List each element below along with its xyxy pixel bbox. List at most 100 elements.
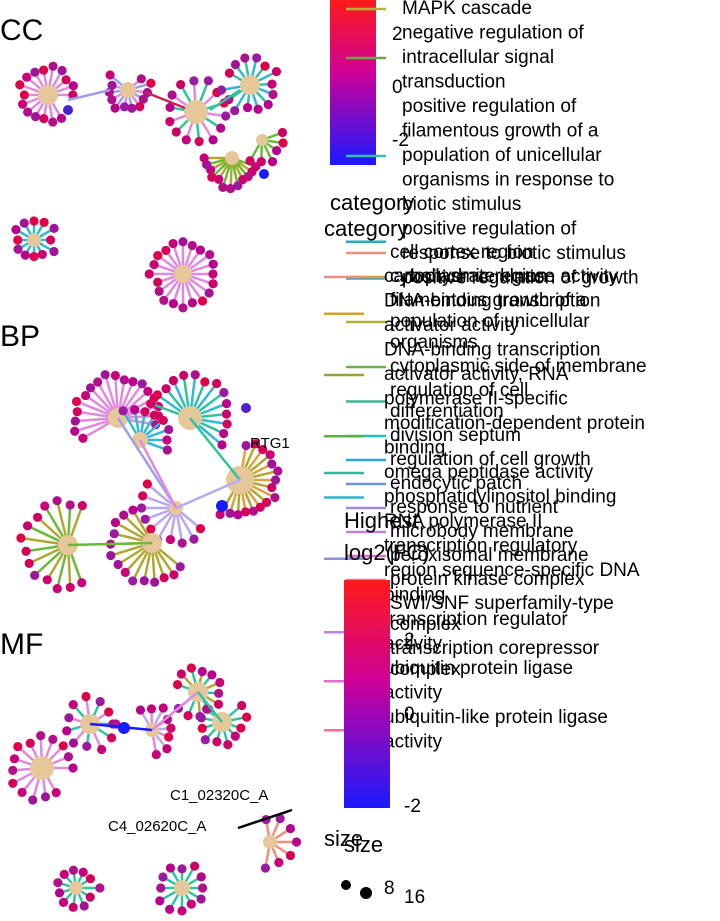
gene-node [208,259,218,269]
gene-node [208,135,218,145]
gene-node [36,731,46,741]
gene-node [215,509,225,520]
legend-label: transcription corepressor complex [390,638,600,680]
gene-node [217,440,227,450]
gene-node [153,277,163,287]
colorbar-title-1: Highest [344,508,419,533]
gene-node [139,576,149,586]
gene-node [196,894,206,904]
gene-node [267,459,277,469]
gene-node [110,370,120,381]
gene-node [162,744,172,754]
gene-node [113,559,123,570]
gene-node [190,370,200,380]
gene-node [221,111,231,121]
gene-node [223,740,233,750]
term-node [174,265,192,283]
gene-node [258,444,268,455]
gene-node [51,788,61,798]
gene-node [165,534,176,545]
gene-node [16,533,26,543]
gene-node [78,433,88,443]
network-layer [8,53,302,916]
legend-label: positive regulation of filamentous growth… [402,96,614,215]
gene-node [24,558,34,569]
gene-node [233,510,243,520]
gene-node [19,90,29,100]
gene-node [212,737,222,747]
term-node [263,835,277,849]
gene-node [250,439,261,449]
gene-node [95,883,105,893]
gene-node [187,240,197,251]
gene-node [37,249,47,260]
panel-label-bp: BP [0,320,40,353]
gene-node [79,901,89,911]
gene-node [274,857,284,868]
gene-node [150,577,160,587]
gene-node [120,567,130,577]
gene-node [151,749,161,760]
legend-label: carbohydrate kinase activity [384,266,619,287]
gene-node [164,732,174,742]
panel-label-mf: MF [0,628,43,661]
gene-node [248,506,259,516]
gene-node [155,896,165,906]
gene-node [187,298,197,308]
gene-node [138,94,148,104]
node-label-c4: C4_02620C_A [108,818,206,835]
legend-label: RNA polymerase II transcription regulator… [384,511,640,606]
gene-node [165,116,175,127]
legend-label: positive regulation of response to biotic… [402,219,626,265]
gene-node [70,426,80,436]
gene-node [30,67,40,77]
colorbar-upper-tick-3: -2 [392,130,409,151]
gene-node [56,113,67,123]
gene-node [267,79,277,89]
network-edge [67,88,111,102]
gene-node [97,744,107,755]
gene-node [176,669,186,679]
gene-node [218,182,228,192]
gene-node [165,863,176,873]
gene-node [219,428,229,439]
gene-node [272,146,282,156]
legend-label: phosphatidylinositol binding [384,487,616,508]
gene-node [263,99,273,110]
gene-node [260,61,270,71]
gene-node [146,704,157,714]
gene-node [268,89,278,100]
gene-node [161,384,171,394]
size-legend-value-8: 8 [384,878,395,899]
legend-label: modification-dependent protein binding [384,413,645,459]
gene-node [81,691,91,702]
gene-node [178,237,188,247]
gene-node [17,99,28,109]
gene-node [20,250,30,260]
gene-node [140,514,150,524]
gene-node [177,864,187,874]
gene-node [203,76,213,86]
legend-label: cytoplasmic region [390,266,547,287]
gene-node [162,435,172,445]
gene-node [32,512,43,522]
gene-node [39,113,49,124]
gene-node [85,892,95,902]
gene-node [159,295,169,306]
gene-node [176,79,186,90]
legend-label: negative regulation of intracellular sign… [402,23,584,93]
legend-label: ubiquitin protein ligase activity [384,658,573,704]
gene-node [175,562,185,572]
gene-node [177,906,187,916]
category-title-1: category [330,190,414,215]
gene-node [230,59,241,70]
legend-label: response to nutrient [390,497,559,518]
gene-node [195,245,205,255]
gene-node [82,741,92,751]
gene-node [70,416,80,426]
gene-node [128,505,138,515]
gene-node [154,286,164,296]
gene-node [149,410,159,420]
gene-node [253,104,263,114]
legend-label: regulation of cell differentiation [390,380,528,422]
